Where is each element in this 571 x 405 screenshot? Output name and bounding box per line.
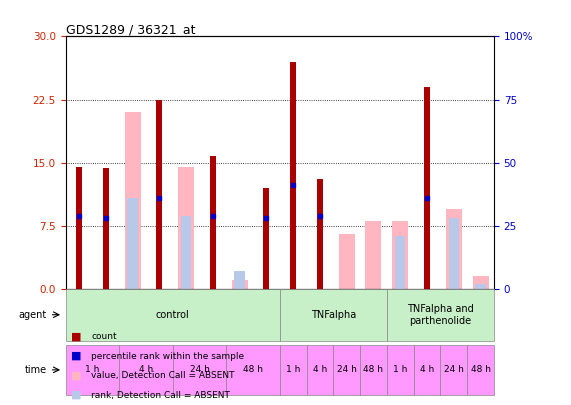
Text: ■: ■ xyxy=(71,390,82,400)
Bar xyxy=(392,222,408,289)
Bar xyxy=(467,345,494,395)
Text: 48 h: 48 h xyxy=(471,365,490,374)
Bar xyxy=(232,280,248,289)
Text: percentile rank within the sample: percentile rank within the sample xyxy=(91,352,244,361)
Text: 1 h: 1 h xyxy=(286,365,300,374)
Bar xyxy=(235,271,245,289)
Text: time: time xyxy=(25,365,47,375)
Bar xyxy=(317,179,323,289)
Bar xyxy=(395,236,405,289)
Bar xyxy=(339,234,355,289)
Text: 1 h: 1 h xyxy=(393,365,408,374)
Bar xyxy=(473,276,489,289)
Text: TNFalpha and
parthenolide: TNFalpha and parthenolide xyxy=(407,304,474,326)
Text: rank, Detection Call = ABSENT: rank, Detection Call = ABSENT xyxy=(91,391,230,400)
Bar xyxy=(119,345,173,395)
Text: 48 h: 48 h xyxy=(364,365,384,374)
Text: 24 h: 24 h xyxy=(444,365,464,374)
Bar xyxy=(446,209,462,289)
Text: 48 h: 48 h xyxy=(243,365,263,374)
Text: ■: ■ xyxy=(71,351,82,361)
Text: agent: agent xyxy=(19,310,47,320)
Text: 1 h: 1 h xyxy=(85,365,99,374)
Text: count: count xyxy=(91,333,117,341)
Bar xyxy=(66,345,119,395)
Text: GDS1289 / 36321_at: GDS1289 / 36321_at xyxy=(66,23,195,36)
Bar xyxy=(127,198,138,289)
Bar xyxy=(263,188,270,289)
Bar xyxy=(178,167,194,289)
Bar xyxy=(76,167,82,289)
Bar xyxy=(66,289,280,341)
Text: TNFalpha: TNFalpha xyxy=(311,310,356,320)
Bar xyxy=(124,112,140,289)
Text: ■: ■ xyxy=(71,331,82,341)
Bar xyxy=(156,100,162,289)
Bar xyxy=(280,345,307,395)
Bar xyxy=(413,345,440,395)
Bar xyxy=(387,289,494,341)
Bar xyxy=(365,222,381,289)
Bar xyxy=(307,345,333,395)
Bar xyxy=(290,62,296,289)
Text: 24 h: 24 h xyxy=(190,365,210,374)
Text: control: control xyxy=(156,310,190,320)
Bar xyxy=(333,345,360,395)
Text: 4 h: 4 h xyxy=(313,365,327,374)
Text: 4 h: 4 h xyxy=(139,365,153,374)
Bar xyxy=(280,289,387,341)
Bar xyxy=(360,345,387,395)
Bar xyxy=(449,218,459,289)
Bar xyxy=(424,87,430,289)
Bar xyxy=(103,168,109,289)
Bar xyxy=(226,345,280,395)
Bar xyxy=(440,345,467,395)
Text: 4 h: 4 h xyxy=(420,365,434,374)
Bar xyxy=(173,345,226,395)
Bar xyxy=(387,345,413,395)
Bar xyxy=(475,284,486,289)
Text: 24 h: 24 h xyxy=(337,365,357,374)
Text: ■: ■ xyxy=(71,370,82,380)
Bar xyxy=(210,156,216,289)
Text: value, Detection Call = ABSENT: value, Detection Call = ABSENT xyxy=(91,371,235,380)
Bar xyxy=(181,215,191,289)
